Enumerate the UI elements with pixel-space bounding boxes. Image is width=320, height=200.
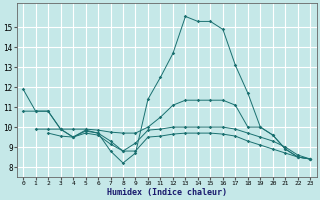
X-axis label: Humidex (Indice chaleur): Humidex (Indice chaleur) <box>107 188 227 197</box>
